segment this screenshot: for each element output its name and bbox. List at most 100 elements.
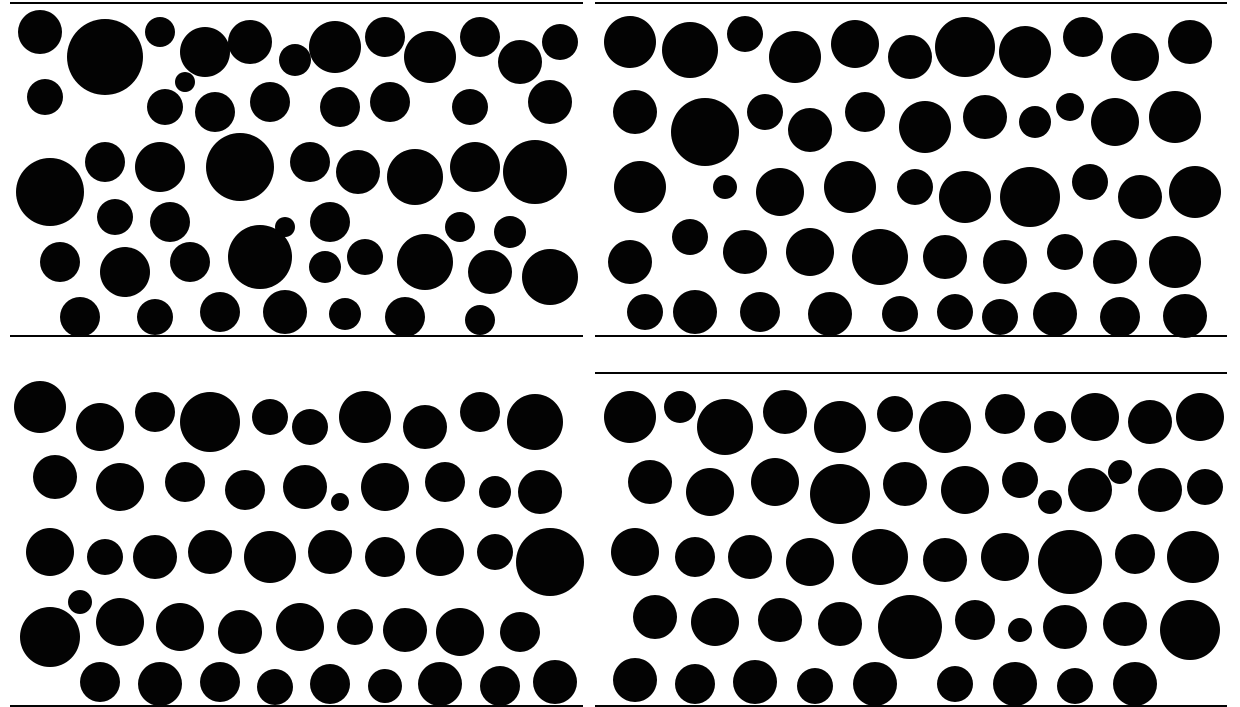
panel-top-border — [595, 372, 1227, 374]
particle-dot — [1113, 662, 1157, 706]
particle-dot — [747, 94, 783, 130]
particle-dot — [135, 142, 185, 192]
panel-top-border — [595, 2, 1227, 4]
particle-dot — [27, 79, 63, 115]
particle-dot — [329, 298, 361, 330]
particle-dot — [425, 462, 465, 502]
particle-dot — [170, 242, 210, 282]
particle-dot — [385, 297, 425, 337]
particle-dot — [67, 19, 143, 95]
particle-dot — [283, 465, 327, 509]
particle-dot — [1068, 468, 1112, 512]
particle-dot — [852, 529, 908, 585]
particle-dot — [1002, 462, 1038, 498]
particle-dot — [1038, 490, 1062, 514]
particle-dot — [347, 239, 383, 275]
particle-dot — [320, 87, 360, 127]
particle-dot — [244, 531, 296, 583]
particle-dot — [758, 598, 802, 642]
particle-dot — [387, 149, 443, 205]
particle-dot — [985, 394, 1025, 434]
particle-dot — [436, 608, 484, 656]
particle-dot — [1008, 618, 1032, 642]
particle-dot — [137, 299, 173, 335]
particle-dot — [85, 142, 125, 182]
particle-dot — [675, 664, 715, 704]
particle-dot — [310, 202, 350, 242]
particle-dot — [797, 668, 833, 704]
particle-dot — [279, 44, 311, 76]
particle-dot — [97, 199, 133, 235]
particle-dot — [68, 590, 92, 614]
particle-dot — [195, 92, 235, 132]
particle-dot — [613, 658, 657, 702]
particle-dot — [788, 108, 832, 152]
particle-dot — [1128, 400, 1172, 444]
particle-dot — [188, 530, 232, 574]
particle-dot — [138, 662, 182, 706]
particle-dot — [941, 466, 989, 514]
particle-dot — [993, 662, 1037, 706]
particle-dot — [673, 290, 717, 334]
particle-dot — [331, 493, 349, 511]
particle-dot — [697, 399, 753, 455]
particle-dot — [1056, 93, 1084, 121]
particle-dot — [664, 391, 696, 423]
particle-dot — [1000, 167, 1060, 227]
particle-dot — [756, 168, 804, 216]
particle-dot — [675, 537, 715, 577]
particle-dot — [999, 26, 1051, 78]
particle-dot — [40, 242, 80, 282]
particle-dot — [1176, 393, 1224, 441]
particle-dot — [672, 219, 708, 255]
particle-dot — [522, 249, 578, 305]
particle-dot — [26, 528, 74, 576]
particle-dot — [877, 396, 913, 432]
particle-dot — [468, 250, 512, 294]
particle-dot — [503, 140, 567, 204]
panel-bottom-left — [10, 372, 583, 707]
particle-dot — [1093, 240, 1137, 284]
particle-dot — [845, 92, 885, 132]
particle-dot — [361, 463, 409, 511]
panel-bottom-border — [595, 335, 1227, 337]
particle-dot — [1149, 91, 1201, 143]
particle-dot — [1071, 393, 1119, 441]
particle-dot — [60, 297, 100, 337]
particle-dot — [33, 455, 77, 499]
particle-dot — [733, 660, 777, 704]
particle-dot — [853, 662, 897, 706]
particle-dot — [100, 247, 150, 297]
particle-dot — [218, 610, 262, 654]
particle-dot — [1138, 468, 1182, 512]
particle-dot — [516, 528, 584, 596]
particle-dot — [662, 22, 718, 78]
particle-dot — [1168, 20, 1212, 64]
panel-top-left — [10, 2, 583, 337]
particle-dot — [252, 399, 288, 435]
particle-dot — [1169, 166, 1221, 218]
particle-dot — [309, 251, 341, 283]
particle-dot — [611, 528, 659, 576]
particle-dot — [713, 175, 737, 199]
particle-dot — [383, 608, 427, 652]
panel-top-right — [595, 2, 1227, 337]
particle-dot — [309, 21, 361, 73]
particle-dot — [935, 17, 995, 77]
particle-dot — [627, 294, 663, 330]
particle-dot — [628, 460, 672, 504]
particle-dot — [786, 228, 834, 276]
particle-dot — [336, 150, 380, 194]
particle-dot — [1118, 175, 1162, 219]
panel-bottom-border — [10, 335, 583, 337]
particle-dot — [888, 35, 932, 79]
particle-dot — [882, 296, 918, 332]
particle-dot — [397, 234, 453, 290]
particle-dot — [518, 470, 562, 514]
particle-dot — [404, 31, 456, 83]
particle-dot — [1038, 530, 1102, 594]
particle-dot — [1072, 164, 1108, 200]
particle-dot — [133, 535, 177, 579]
particle-dot — [824, 161, 876, 213]
particle-dot — [723, 230, 767, 274]
